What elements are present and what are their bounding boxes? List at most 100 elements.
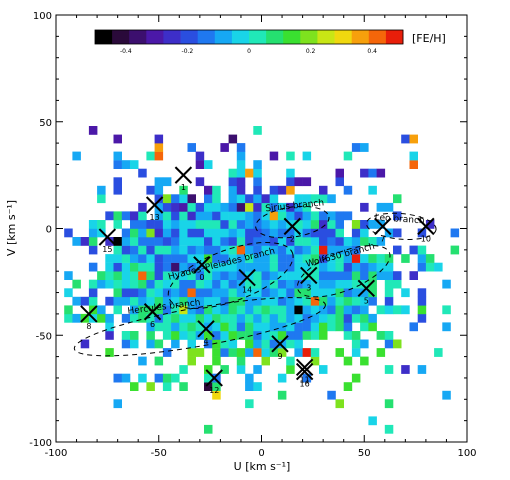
heatmap-cell	[113, 151, 122, 161]
heatmap-cell	[253, 168, 262, 178]
heatmap-cell	[245, 262, 254, 272]
colorbar-swatch	[266, 30, 284, 44]
heatmap-cell	[146, 288, 155, 298]
heatmap-cell	[212, 356, 221, 366]
heatmap-cell	[105, 313, 114, 323]
heatmap-cell	[179, 365, 188, 374]
heatmap-cell	[154, 185, 164, 195]
heatmap-cell	[179, 322, 188, 332]
heatmap-cell	[236, 331, 246, 340]
heatmap-cell	[327, 254, 336, 263]
heatmap-cell	[130, 305, 139, 315]
heatmap-cell	[384, 399, 394, 409]
heatmap-cell	[220, 322, 229, 332]
heatmap-cell	[204, 382, 213, 391]
marker-x: 4	[197, 320, 215, 346]
heatmap-cell	[97, 194, 106, 204]
heatmap-cell	[97, 279, 106, 289]
heatmap-cell	[113, 185, 122, 195]
heatmap-cell	[360, 296, 369, 306]
heatmap-cell	[187, 202, 196, 212]
heatmap-cell	[245, 254, 254, 263]
heatmap-cell	[327, 390, 336, 400]
heatmap-cell	[253, 228, 262, 238]
heatmap-cell	[220, 339, 229, 349]
heatmap-cell	[335, 245, 344, 255]
heatmap-cell	[162, 245, 172, 255]
heatmap-cell	[236, 322, 246, 332]
heatmap-cell	[121, 373, 131, 383]
heatmap-cell	[220, 313, 229, 323]
heatmap-cell	[187, 348, 196, 357]
heatmap-cell	[113, 160, 122, 169]
heatmap-cell	[409, 322, 418, 332]
heatmap-cell	[154, 228, 164, 238]
marker-id: 10	[421, 234, 431, 243]
heatmap-cell	[343, 296, 353, 306]
heatmap-cell	[146, 228, 155, 238]
heatmap-cell	[302, 177, 312, 187]
heatmap-cell	[302, 296, 312, 306]
heatmap-cell	[97, 305, 106, 315]
colorbar-swatch	[334, 30, 353, 44]
heatmap-cell	[302, 228, 312, 238]
heatmap-cell	[171, 220, 180, 229]
heatmap-cell	[138, 202, 147, 212]
heatmap-cell	[253, 348, 262, 357]
heatmap-cell	[384, 296, 394, 306]
marker-x: 16	[295, 362, 314, 389]
heatmap-cell	[253, 296, 262, 306]
heatmap-cell	[162, 271, 172, 280]
heatmap-cell	[146, 279, 155, 289]
heatmap-cell	[154, 305, 164, 315]
marker-stroke	[174, 166, 193, 184]
heatmap-cell	[327, 279, 336, 289]
heatmap-cell	[277, 185, 287, 195]
heatmap-cell	[401, 134, 410, 144]
heatmap-cell	[310, 279, 320, 289]
heatmap-cell	[228, 228, 238, 238]
heatmap-cell	[171, 288, 180, 298]
heatmap-cell	[450, 228, 460, 238]
colorbar-frame	[94, 29, 404, 45]
heatmap-cell	[113, 271, 122, 280]
heatmap-cell	[393, 245, 402, 255]
heatmap-cell	[138, 279, 147, 289]
heatmap-cell	[162, 228, 172, 238]
heatmap-cell	[162, 220, 172, 229]
heatmap-cell	[105, 271, 114, 280]
heatmap-cell	[360, 322, 369, 332]
heatmap-cell	[442, 322, 451, 332]
colorbar-swatch	[385, 30, 404, 44]
heatmap-cell	[171, 322, 180, 332]
heatmap-cell	[351, 245, 361, 255]
heatmap-cell	[162, 202, 172, 212]
heatmap-cell	[417, 254, 427, 263]
marker-stroke	[238, 268, 256, 287]
heatmap-cell	[130, 254, 139, 263]
heatmap-cell	[335, 296, 344, 306]
heatmap-cell	[64, 305, 73, 315]
heatmap-cell	[294, 279, 303, 289]
heatmap-cell	[154, 245, 164, 255]
heatmap-cell	[253, 194, 262, 204]
heatmap-cell	[384, 202, 394, 212]
heatmap-cell	[277, 279, 287, 289]
marker-x: 2	[283, 217, 302, 243]
heatmap-cell	[294, 194, 303, 204]
heatmap-cell	[343, 288, 353, 298]
heatmap-cell	[130, 245, 139, 255]
heatmap-cell	[310, 262, 320, 272]
colorbar-swatch	[95, 30, 113, 44]
heatmap-cell	[261, 305, 270, 315]
heatmap-cell	[88, 279, 98, 289]
marker-x: 14	[238, 268, 256, 295]
heatmap-cell	[212, 382, 221, 391]
heatmap-cell	[80, 339, 90, 349]
y-tick-label: -50	[36, 331, 52, 342]
heatmap-cell	[269, 245, 279, 255]
heatmap-cell	[228, 288, 238, 298]
heatmap-cell	[97, 228, 106, 238]
marker-id: 16	[300, 380, 310, 389]
